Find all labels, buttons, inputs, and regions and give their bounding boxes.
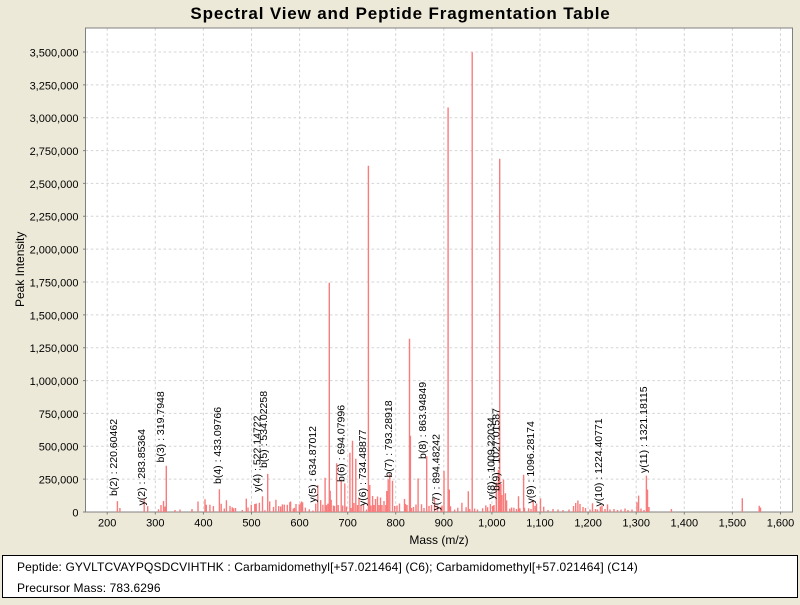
svg-text:Mass (m/z): Mass (m/z) [409, 533, 468, 547]
svg-text:1,250,000: 1,250,000 [30, 343, 79, 355]
svg-text:b(4) : 433.09766: b(4) : 433.09766 [212, 407, 224, 484]
svg-text:Peak Intensity: Peak Intensity [13, 232, 27, 307]
svg-text:300: 300 [146, 518, 164, 530]
svg-text:1,600: 1,600 [767, 518, 795, 530]
svg-text:1,000: 1,000 [478, 518, 506, 530]
svg-text:y(7) : 894.48242: y(7) : 894.48242 [430, 434, 442, 511]
svg-text:1,200: 1,200 [574, 518, 602, 530]
svg-text:500: 500 [242, 518, 260, 530]
svg-text:y(4) : 522.14722: y(4) : 522.14722 [251, 415, 263, 492]
svg-text:750,000: 750,000 [39, 409, 79, 421]
svg-text:1,500: 1,500 [719, 518, 747, 530]
svg-text:600: 600 [290, 518, 308, 530]
svg-text:700: 700 [339, 518, 357, 530]
svg-text:y(11) : 1321.18115: y(11) : 1321.18115 [638, 386, 650, 473]
svg-text:y(6) : 734.48877: y(6) : 734.48877 [357, 429, 369, 506]
svg-text:b(3) : 319.7948: b(3) : 319.7948 [155, 391, 167, 462]
svg-text:2,000,000: 2,000,000 [30, 245, 79, 257]
svg-text:b(9) : 1027.01587: b(9) : 1027.01587 [491, 408, 503, 491]
svg-text:y(8) : 1009.22034: y(8) : 1009.22034 [486, 417, 498, 499]
svg-text:3,000,000: 3,000,000 [30, 113, 79, 125]
svg-text:b(6) : 694.07996: b(6) : 694.07996 [335, 405, 347, 482]
svg-text:y(9) : 1096.28174: y(9) : 1096.28174 [525, 421, 537, 503]
svg-text:800: 800 [387, 518, 405, 530]
svg-text:200: 200 [98, 518, 116, 530]
svg-text:1,100: 1,100 [526, 518, 554, 530]
svg-text:500,000: 500,000 [39, 442, 79, 454]
svg-text:3,250,000: 3,250,000 [30, 80, 79, 92]
svg-text:b(7) : 793.28918: b(7) : 793.28918 [383, 400, 395, 477]
svg-text:2,750,000: 2,750,000 [30, 146, 79, 158]
svg-text:b(5) : 534.02258: b(5) : 534.02258 [258, 391, 270, 468]
svg-text:1,750,000: 1,750,000 [30, 277, 79, 289]
svg-text:2,250,000: 2,250,000 [30, 212, 79, 224]
svg-text:y(10) : 1224.40771: y(10) : 1224.40771 [593, 418, 605, 506]
svg-text:1,000,000: 1,000,000 [30, 376, 79, 388]
svg-text:Spectral View and Peptide Frag: Spectral View and Peptide Fragmentation … [190, 4, 610, 23]
svg-text:y(5) : 634.87012: y(5) : 634.87012 [307, 426, 319, 503]
svg-text:b(2) : 220.60462: b(2) : 220.60462 [108, 419, 120, 496]
svg-text:400: 400 [194, 518, 212, 530]
svg-text:2,500,000: 2,500,000 [30, 179, 79, 191]
svg-text:y(2) : 283.85364: y(2) : 283.85364 [136, 429, 148, 506]
svg-text:3,500,000: 3,500,000 [30, 47, 79, 59]
svg-text:250,000: 250,000 [39, 475, 79, 487]
svg-text:1,500,000: 1,500,000 [30, 310, 79, 322]
svg-text:900: 900 [435, 518, 453, 530]
svg-text:1,300: 1,300 [622, 518, 650, 530]
svg-text:1,400: 1,400 [671, 518, 699, 530]
svg-text:0: 0 [72, 507, 78, 519]
svg-text:b(8) : 863.94849: b(8) : 863.94849 [417, 382, 429, 459]
